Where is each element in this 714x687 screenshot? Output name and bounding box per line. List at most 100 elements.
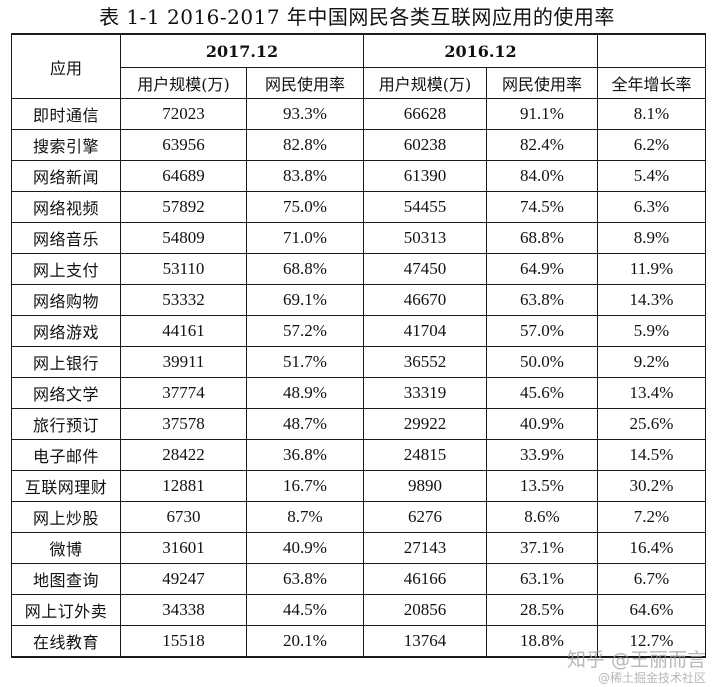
- growth-cell: 6.2%: [597, 129, 706, 161]
- app-cell: 在线教育: [11, 625, 121, 658]
- rate-2017-cell: 93.3%: [246, 98, 364, 130]
- growth-cell: 7.2%: [597, 501, 706, 533]
- rate-2016-cell: 33.9%: [486, 439, 598, 471]
- users-2016-cell: 61390: [363, 160, 487, 192]
- rate-2017-cell: 71.0%: [246, 222, 364, 254]
- rate-2016-cell: 45.6%: [486, 377, 598, 409]
- users-2017-cell: 31601: [120, 532, 247, 564]
- users-2016-cell: 33319: [363, 377, 487, 409]
- app-cell: 网络游戏: [11, 315, 121, 347]
- rate-2016-cell: 37.1%: [486, 532, 598, 564]
- table-body: 即时通信 72023 93.3% 66628 91.1% 8.1% 搜索引擎 63956 82.…: [11, 98, 706, 658]
- rate-2016-cell: 91.1%: [486, 98, 598, 130]
- users-2016-cell: 9890: [363, 470, 487, 502]
- users-2016-cell: 47450: [363, 253, 487, 285]
- growth-cell: 25.6%: [597, 408, 706, 440]
- header-rate-2016: 网民使用率: [486, 67, 598, 99]
- rate-2017-cell: 20.1%: [246, 625, 364, 658]
- rate-2016-cell: 8.6%: [486, 501, 598, 533]
- growth-cell: 8.9%: [597, 222, 706, 254]
- table-row: 电子邮件 28422 36.8% 24815 33.9% 14.5%: [11, 439, 706, 471]
- rate-2016-cell: 82.4%: [486, 129, 598, 161]
- rate-2016-cell: 68.8%: [486, 222, 598, 254]
- rate-2016-cell: 64.9%: [486, 253, 598, 285]
- table-title: 表 1-1 2016-2017 年中国网民各类互联网应用的使用率: [99, 5, 615, 29]
- users-2016-cell: 46670: [363, 284, 487, 316]
- rate-2017-cell: 8.7%: [246, 501, 364, 533]
- users-2017-cell: 54809: [120, 222, 247, 254]
- table-row: 互联网理财 12881 16.7% 9890 13.5% 30.2%: [11, 470, 706, 502]
- app-cell: 网上银行: [11, 346, 121, 378]
- users-2017-cell: 37774: [120, 377, 247, 409]
- app-cell: 网络文学: [11, 377, 121, 409]
- users-2016-cell: 36552: [363, 346, 487, 378]
- users-2016-cell: 54455: [363, 191, 487, 223]
- app-cell: 即时通信: [11, 98, 121, 130]
- header-rate-2017: 网民使用率: [246, 67, 364, 99]
- growth-cell: 12.7%: [597, 625, 706, 658]
- users-2016-cell: 41704: [363, 315, 487, 347]
- users-2017-cell: 15518: [120, 625, 247, 658]
- growth-cell: 6.7%: [597, 563, 706, 595]
- rate-2016-cell: 28.5%: [486, 594, 598, 626]
- rate-2017-cell: 83.8%: [246, 160, 364, 192]
- growth-cell: 9.2%: [597, 346, 706, 378]
- table-row: 微博 31601 40.9% 27143 37.1% 16.4%: [11, 532, 706, 564]
- growth-cell: 5.9%: [597, 315, 706, 347]
- growth-cell: 6.3%: [597, 191, 706, 223]
- watermark-sub: @稀土掘金技术社区: [597, 671, 706, 685]
- rate-2016-cell: 40.9%: [486, 408, 598, 440]
- users-2016-cell: 46166: [363, 563, 487, 595]
- table-row: 搜索引擎 63956 82.8% 60238 82.4% 6.2%: [11, 129, 706, 161]
- app-cell: 电子邮件: [11, 439, 121, 471]
- header-period-2017: 2017.12: [120, 33, 364, 68]
- rate-2016-cell: 57.0%: [486, 315, 598, 347]
- users-2017-cell: 63956: [120, 129, 247, 161]
- header-period-2016: 2016.12: [363, 33, 598, 68]
- table-row: 网络文学 37774 48.9% 33319 45.6% 13.4%: [11, 377, 706, 409]
- users-2016-cell: 13764: [363, 625, 487, 658]
- table-row: 网上支付 53110 68.8% 47450 64.9% 11.9%: [11, 253, 706, 285]
- table-row: 网络购物 53332 69.1% 46670 63.8% 14.3%: [11, 284, 706, 316]
- rate-2017-cell: 48.7%: [246, 408, 364, 440]
- users-2017-cell: 49247: [120, 563, 247, 595]
- rate-2017-cell: 40.9%: [246, 532, 364, 564]
- rate-2017-cell: 75.0%: [246, 191, 364, 223]
- growth-cell: 64.6%: [597, 594, 706, 626]
- app-cell: 网络购物: [11, 284, 121, 316]
- rate-2016-cell: 84.0%: [486, 160, 598, 192]
- users-2016-cell: 24815: [363, 439, 487, 471]
- app-cell: 互联网理财: [11, 470, 121, 502]
- app-cell: 搜索引擎: [11, 129, 121, 161]
- users-2017-cell: 37578: [120, 408, 247, 440]
- table-row: 网络视频 57892 75.0% 54455 74.5% 6.3%: [11, 191, 706, 223]
- users-2017-cell: 6730: [120, 501, 247, 533]
- rate-2017-cell: 82.8%: [246, 129, 364, 161]
- rate-2016-cell: 63.8%: [486, 284, 598, 316]
- growth-cell: 14.5%: [597, 439, 706, 471]
- users-2016-cell: 60238: [363, 129, 487, 161]
- growth-cell: 30.2%: [597, 470, 706, 502]
- growth-cell: 16.4%: [597, 532, 706, 564]
- usage-rate-table: 应用 2017.12 2016.12 用户规模(万) 网民使用率 用户规模(万)…: [11, 33, 706, 658]
- table-row: 网上订外卖 34338 44.5% 20856 28.5% 64.6%: [11, 594, 706, 626]
- users-2017-cell: 57892: [120, 191, 247, 223]
- header-users-2017: 用户规模(万): [120, 67, 247, 99]
- table-row: 地图查询 49247 63.8% 46166 63.1% 6.7%: [11, 563, 706, 595]
- app-cell: 网上支付: [11, 253, 121, 285]
- rate-2016-cell: 13.5%: [486, 470, 598, 502]
- table-row: 网络游戏 44161 57.2% 41704 57.0% 5.9%: [11, 315, 706, 347]
- growth-cell: 5.4%: [597, 160, 706, 192]
- rate-2017-cell: 69.1%: [246, 284, 364, 316]
- table-row: 旅行预订 37578 48.7% 29922 40.9% 25.6%: [11, 408, 706, 440]
- rate-2016-cell: 50.0%: [486, 346, 598, 378]
- users-2016-cell: 27143: [363, 532, 487, 564]
- rate-2016-cell: 74.5%: [486, 191, 598, 223]
- rate-2017-cell: 51.7%: [246, 346, 364, 378]
- rate-2017-cell: 36.8%: [246, 439, 364, 471]
- app-cell: 网络视频: [11, 191, 121, 223]
- rate-2016-cell: 18.8%: [486, 625, 598, 658]
- users-2017-cell: 39911: [120, 346, 247, 378]
- header-users-2016: 用户规模(万): [363, 67, 487, 99]
- rate-2017-cell: 16.7%: [246, 470, 364, 502]
